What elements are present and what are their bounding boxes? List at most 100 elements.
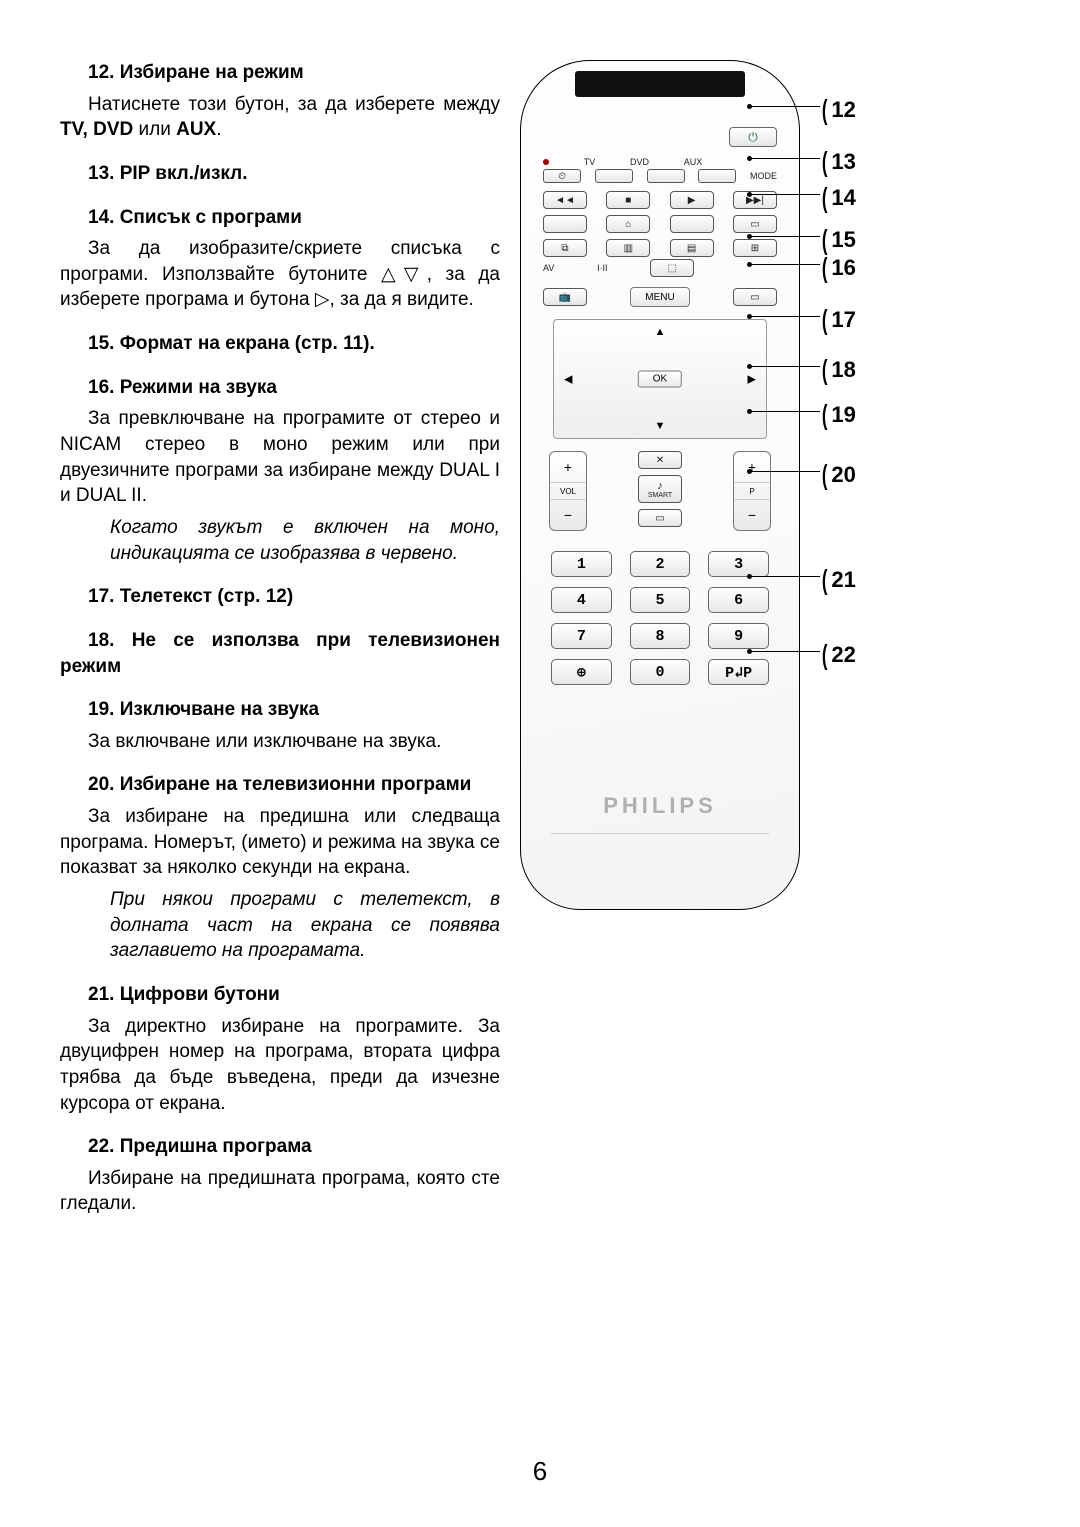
pip-btn-1 [543, 215, 587, 233]
callout-13: (13 [820, 146, 856, 178]
color-btn-2: ▥ [606, 239, 650, 257]
teletext-icon: 📺 [543, 288, 587, 306]
callout-lead-19 [750, 411, 820, 412]
callout-18: (18 [820, 354, 856, 386]
callout-lead-18 [750, 366, 820, 367]
nav-down-icon: ▼ [655, 420, 666, 432]
callout-lead-20 [750, 471, 820, 472]
ok-button: OK [638, 371, 682, 388]
sec-15-title: 15. Формат на екрана (стр. 11). [88, 333, 375, 354]
sec-16-body: За превключване на програмите от стерео … [60, 406, 500, 509]
mute-icon: ✕ [638, 451, 682, 469]
row-transport: ◄◄ ■ ▶ ▶▶| [543, 191, 777, 209]
brand-line [551, 833, 769, 834]
callout-lead-22 [750, 651, 820, 652]
row-vol-p: + VOL − ✕ ♪ SMART ▭ + P − [549, 451, 771, 531]
sec-16-title: 16. Режими на звука [88, 377, 277, 398]
mode-label: MODE [750, 171, 777, 181]
section-16: 16. Режими на звука За превключване на п… [60, 375, 500, 566]
row-power: ⏻ [543, 127, 777, 147]
row-color: ⧉ ▥ ▤ ⊞ [543, 239, 777, 257]
guide-icon: ▭ [733, 288, 777, 306]
sec-14-body: За да изобразите/скриете списъка с прогр… [60, 236, 500, 313]
vol-label: VOL [550, 482, 586, 500]
num-9: 9 [708, 623, 769, 649]
smart-button: ♪ SMART [638, 475, 682, 503]
callout-lead-21 [750, 576, 820, 577]
mode-slot-1 [595, 169, 633, 183]
row-pip: ⌂ ▭ [543, 215, 777, 233]
center-stack: ✕ ♪ SMART ▭ [638, 451, 682, 527]
pip-btn-3 [670, 215, 714, 233]
sleep-icon: ⏲ [543, 169, 581, 183]
sec-14-title: 14. Списък с програми [88, 207, 302, 228]
num-info-icon: ⊕ [551, 659, 612, 685]
section-14: 14. Списък с програми За да изобразите/с… [60, 205, 500, 314]
sec-22-body: Избиране на предишната програма, която с… [60, 1166, 500, 1217]
color-btn-4: ⊞ [733, 239, 777, 257]
section-17: 17. Телетекст (стр. 12) [60, 584, 500, 610]
mode-aux: AUX [684, 157, 703, 167]
num-8: 8 [630, 623, 691, 649]
prev-prog-icon: P↲P [708, 659, 769, 685]
callout-dot-16 [747, 262, 752, 267]
section-19: 19. Изключване на звука За включване или… [60, 697, 500, 754]
list-icon: ⧉ [543, 239, 587, 257]
callout-lead-12 [750, 106, 820, 107]
row-mode-labels: TV DVD AUX [543, 157, 777, 167]
sec-19-title: 19. Изключване на звука [88, 699, 319, 720]
sec-20-note: При някои програми с телетекст, в долнат… [60, 887, 500, 964]
ir-window [575, 71, 745, 97]
vol-minus-icon: − [550, 500, 586, 530]
sec-21-title: 21. Цифрови бутони [88, 984, 280, 1005]
sec-20-body: За избиране на предишна или следваща про… [60, 804, 500, 881]
row-menu: 📺 MENU ▭ [543, 287, 777, 307]
callout-20: (20 [820, 459, 856, 491]
callout-21: (21 [820, 564, 856, 596]
vol-rocker: + VOL − [549, 451, 587, 531]
callout-dot-13 [747, 156, 752, 161]
p-minus-icon: − [734, 500, 770, 530]
av-label: AV [543, 263, 554, 273]
sec-19-body: За включване или изключване на звука. [60, 729, 500, 755]
page: 12. Избиране на режим Натиснете този бут… [0, 0, 1080, 1235]
mode-slot-2 [647, 169, 685, 183]
sec-16-note: Когато звукът е включен на моно, индикац… [60, 515, 500, 566]
power-button: ⏻ [729, 127, 777, 147]
sec-17-title: 17. Телетекст (стр. 12) [88, 586, 293, 607]
callout-dot-18 [747, 364, 752, 369]
callout-14: (14 [820, 182, 856, 214]
vol-plus-icon: + [550, 452, 586, 482]
section-12: 12. Избиране на режим Натиснете този бут… [60, 60, 500, 143]
section-13: 13. PIP вкл./изкл. [60, 161, 500, 187]
num-6: 6 [708, 587, 769, 613]
pip-btn-4: ▭ [733, 215, 777, 233]
sec-20-title: 20. Избиране на телевизионни програми [88, 774, 471, 795]
row-mode: ⏲ MODE [543, 169, 777, 183]
p-label: P [734, 482, 770, 500]
stop-icon: ■ [606, 191, 650, 209]
row-av: AV I·II ⬚ [543, 259, 777, 277]
callout-dot-19 [747, 409, 752, 414]
callout-dot-22 [747, 649, 752, 654]
callout-lead-15 [750, 236, 820, 237]
callout-lead-17 [750, 316, 820, 317]
sec-12-body: Натиснете този бутон, за да изберете меж… [60, 92, 500, 143]
callout-lead-14 [750, 194, 820, 195]
p-plus-icon: + [734, 452, 770, 482]
mode-slot-3 [698, 169, 736, 183]
callout-dot-12 [747, 104, 752, 109]
nav-up-icon: ▲ [655, 326, 666, 338]
text-column: 12. Избиране на режим Натиснете този бут… [60, 60, 500, 1235]
mode-dvd: DVD [630, 157, 649, 167]
sec-12-title: 12. Избиране на режим [88, 62, 304, 83]
color-btn-3: ▤ [670, 239, 714, 257]
callout-dot-20 [747, 469, 752, 474]
section-22: 22. Предишна програма Избиране на предиш… [60, 1134, 500, 1217]
numpad: 1 2 3 4 5 6 7 8 9 ⊕ 0 P↲P [551, 551, 769, 685]
section-15: 15. Формат на екрана (стр. 11). [60, 331, 500, 357]
num-3: 3 [708, 551, 769, 577]
p-rocker: + P − [733, 451, 771, 531]
format-icon: ⬚ [650, 259, 694, 277]
num-2: 2 [630, 551, 691, 577]
